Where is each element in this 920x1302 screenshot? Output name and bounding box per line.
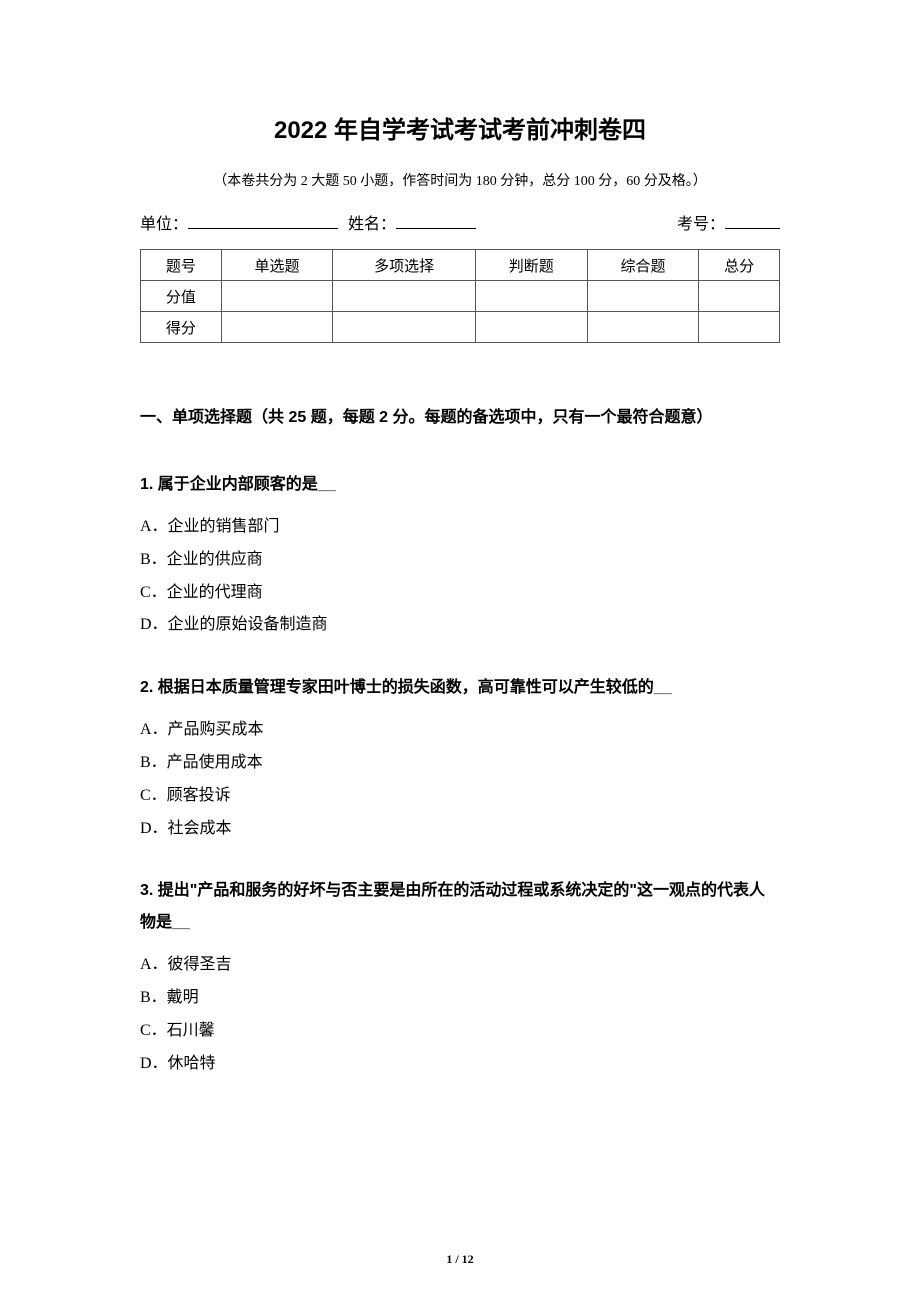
score-cell[interactable]	[333, 281, 476, 312]
question-option[interactable]: D．社会成本	[140, 813, 780, 846]
exam-page: 2022 年自学考试考试考前冲刺卷四 （本卷共分为 2 大题 50 小题，作答时…	[0, 0, 920, 1302]
col-header: 综合题	[587, 250, 699, 281]
candidate-info-row: 单位： 姓名： 考号：	[140, 210, 780, 234]
question-spacer	[140, 642, 780, 672]
exam-no-blank[interactable]	[725, 210, 780, 229]
score-cell[interactable]	[333, 312, 476, 343]
col-header: 多项选择	[333, 250, 476, 281]
question-text: 提出"产品和服务的好坏与否主要是由所在的活动过程或系统决定的"这一观点的代表人物…	[140, 882, 765, 931]
exam-no-label: 考号：	[677, 210, 725, 234]
question-option[interactable]: B．产品使用成本	[140, 747, 780, 780]
question-number: 1.	[140, 476, 153, 493]
question-option[interactable]: A．产品购买成本	[140, 714, 780, 747]
question-number: 3.	[140, 882, 153, 899]
name-field: 姓名：	[348, 210, 476, 234]
question-spacer	[140, 845, 780, 875]
question-option[interactable]: B．戴明	[140, 982, 780, 1015]
score-cell[interactable]	[699, 281, 780, 312]
unit-label: 单位：	[140, 210, 188, 234]
row-label: 得分	[141, 312, 222, 343]
score-cell[interactable]	[221, 281, 333, 312]
col-header: 总分	[699, 250, 780, 281]
score-cell[interactable]	[475, 312, 587, 343]
row-label: 分值	[141, 281, 222, 312]
score-cell[interactable]	[221, 312, 333, 343]
question-prompt: 1. 属于企业内部顾客的是__	[140, 469, 780, 501]
score-cell[interactable]	[699, 312, 780, 343]
name-blank[interactable]	[396, 210, 476, 229]
question-option[interactable]: C．顾客投诉	[140, 780, 780, 813]
question-option[interactable]: A．彼得圣吉	[140, 949, 780, 982]
question-option[interactable]: D．休哈特	[140, 1048, 780, 1081]
question-number: 2.	[140, 679, 153, 696]
question-option[interactable]: D．企业的原始设备制造商	[140, 609, 780, 642]
question-prompt: 3. 提出"产品和服务的好坏与否主要是由所在的活动过程或系统决定的"这一观点的代…	[140, 875, 780, 939]
col-header: 判断题	[475, 250, 587, 281]
col-header: 题号	[141, 250, 222, 281]
page-footer: 1 / 12	[0, 1252, 920, 1267]
question-option[interactable]: A．企业的销售部门	[140, 511, 780, 544]
score-cell[interactable]	[475, 281, 587, 312]
section-1-heading: 一、单项选择题（共 25 题，每题 2 分。每题的备选项中，只有一个最符合题意）	[140, 403, 780, 427]
question-text: 根据日本质量管理专家田叶博士的损失函数，高可靠性可以产生较低的__	[158, 679, 672, 696]
question-option[interactable]: C．企业的代理商	[140, 577, 780, 610]
score-table: 题号 单选题 多项选择 判断题 综合题 总分 分值 得分	[140, 249, 780, 343]
col-header: 单选题	[221, 250, 333, 281]
exam-info-subtitle: （本卷共分为 2 大题 50 小题，作答时间为 180 分钟，总分 100 分，…	[140, 170, 780, 190]
score-table-header-row: 题号 单选题 多项选择 判断题 综合题 总分	[141, 250, 780, 281]
page-title: 2022 年自学考试考试考前冲刺卷四	[140, 110, 780, 145]
question-option[interactable]: C．石川馨	[140, 1015, 780, 1048]
score-table-value-row: 分值	[141, 281, 780, 312]
name-label: 姓名：	[348, 210, 396, 234]
question-option[interactable]: B．企业的供应商	[140, 544, 780, 577]
score-cell[interactable]	[587, 281, 699, 312]
unit-field: 单位：	[140, 210, 338, 234]
score-cell[interactable]	[587, 312, 699, 343]
question-prompt: 2. 根据日本质量管理专家田叶博士的损失函数，高可靠性可以产生较低的__	[140, 672, 780, 704]
score-table-obtained-row: 得分	[141, 312, 780, 343]
exam-no-field: 考号：	[677, 210, 780, 234]
unit-blank[interactable]	[188, 210, 338, 229]
question-text: 属于企业内部顾客的是__	[158, 476, 336, 493]
